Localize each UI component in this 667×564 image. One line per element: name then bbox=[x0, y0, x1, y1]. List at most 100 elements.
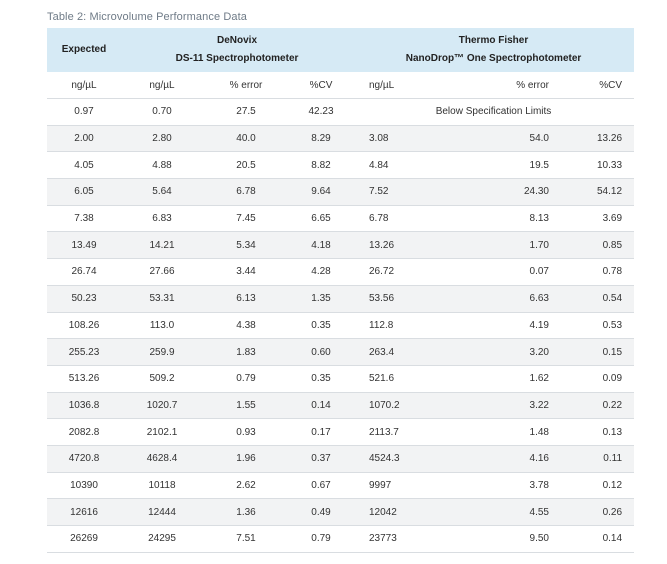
cell-thermo-cv: 0.22 bbox=[549, 392, 635, 420]
cell-thermo-ngul: 2113.7 bbox=[353, 418, 447, 446]
cell-thermo-error: 19.5 bbox=[447, 151, 549, 180]
table-row: 108.26 113.0 4.38 0.35 112.8 4.19 0.53 bbox=[47, 312, 635, 340]
table-row: 4720.8 4628.4 1.96 0.37 4524.3 4.16 0.11 bbox=[47, 445, 635, 473]
cell-expected: 255.23 bbox=[47, 338, 121, 366]
cell-thermo-error: 9.50 bbox=[447, 525, 549, 553]
cell-denovix-ngul: 509.2 bbox=[121, 365, 203, 393]
cell-thermo-error: 0.07 bbox=[447, 258, 549, 286]
cell-thermo-cv: 54.12 bbox=[549, 178, 635, 206]
cell-thermo-cv: 3.69 bbox=[549, 205, 635, 233]
table-row: 255.23 259.9 1.83 0.60 263.4 3.20 0.15 bbox=[47, 338, 635, 366]
cell-thermo-ngul: 13.26 bbox=[353, 231, 447, 260]
cell-thermo-error: 4.16 bbox=[447, 445, 549, 473]
cell-thermo-ngul: 23773 bbox=[353, 525, 447, 553]
cell-denovix-ngul: 1020.7 bbox=[121, 392, 203, 420]
cell-denovix-cv: 4.28 bbox=[289, 258, 353, 286]
cell-denovix-cv: 0.17 bbox=[289, 418, 353, 446]
cell-thermo-ngul: 4.84 bbox=[353, 151, 447, 180]
table-row: 2.00 2.80 40.0 8.29 3.08 54.0 13.26 bbox=[47, 125, 635, 153]
denovix-header: DeNovix DS-11 Spectrophotometer bbox=[121, 28, 353, 72]
cell-denovix-error: 1.55 bbox=[203, 392, 289, 420]
table-row: 6.05 5.64 6.78 9.64 7.52 24.30 54.12 bbox=[47, 178, 635, 206]
cell-expected: 26269 bbox=[47, 525, 121, 553]
cell-denovix-ngul: 113.0 bbox=[121, 312, 203, 340]
cell-thermo-ngul: 521.6 bbox=[353, 365, 447, 393]
table-row: 2082.8 2102.1 0.93 0.17 2113.7 1.48 0.13 bbox=[47, 418, 635, 446]
cell-thermo-cv: 0.11 bbox=[549, 445, 635, 473]
unit-thermo-cv: %CV bbox=[549, 72, 635, 99]
cell-denovix-ngul: 53.31 bbox=[121, 285, 203, 313]
table-row: 50.23 53.31 6.13 1.35 53.56 6.63 0.54 bbox=[47, 285, 635, 313]
cell-thermo-cv: 0.14 bbox=[549, 525, 635, 553]
cell-thermo-ngul: 6.78 bbox=[353, 205, 447, 233]
unit-denovix-error: % error bbox=[203, 72, 289, 99]
cell-denovix-error: 7.45 bbox=[203, 205, 289, 233]
cell-expected: 26.74 bbox=[47, 258, 121, 286]
cell-denovix-cv: 0.60 bbox=[289, 338, 353, 366]
cell-thermo-error: 3.78 bbox=[447, 472, 549, 500]
cell-thermo-ngul: 26.72 bbox=[353, 258, 447, 286]
table-row: 13.49 14.21 5.34 4.18 13.26 1.70 0.85 bbox=[47, 231, 635, 260]
cell-expected: 513.26 bbox=[47, 365, 121, 393]
denovix-brand: DeNovix bbox=[216, 35, 257, 46]
cell-denovix-cv: 0.14 bbox=[289, 392, 353, 420]
expected-header: Expected bbox=[47, 28, 121, 72]
thermo-model: NanoDrop™ One Spectrophotometer bbox=[405, 53, 582, 64]
cell-thermo-error: 4.19 bbox=[447, 312, 549, 340]
table-row: 12616 12444 1.36 0.49 12042 4.55 0.26 bbox=[47, 498, 635, 526]
cell-thermo-cv: 0.09 bbox=[549, 365, 635, 393]
cell-denovix-error: 27.5 bbox=[203, 98, 289, 126]
table-row: 10390 10118 2.62 0.67 9997 3.78 0.12 bbox=[47, 472, 635, 500]
cell-denovix-ngul: 27.66 bbox=[121, 258, 203, 286]
cell-denovix-ngul: 2102.1 bbox=[121, 418, 203, 446]
cell-denovix-error: 0.79 bbox=[203, 365, 289, 393]
cell-thermo-error: 1.62 bbox=[447, 365, 549, 393]
cell-denovix-error: 1.96 bbox=[203, 445, 289, 473]
cell-expected: 2.00 bbox=[47, 125, 121, 153]
cell-denovix-cv: 42.23 bbox=[289, 98, 353, 126]
cell-expected: 108.26 bbox=[47, 312, 121, 340]
cell-thermo-cv: 0.13 bbox=[549, 418, 635, 446]
cell-thermo-error: 3.20 bbox=[447, 338, 549, 366]
cell-denovix-ngul: 5.64 bbox=[121, 178, 203, 206]
cell-denovix-error: 4.38 bbox=[203, 312, 289, 340]
cell-denovix-error: 1.36 bbox=[203, 498, 289, 526]
cell-denovix-ngul: 259.9 bbox=[121, 338, 203, 366]
cell-thermo-ngul: 4524.3 bbox=[353, 445, 447, 473]
cell-denovix-ngul: 4628.4 bbox=[121, 445, 203, 473]
cell-thermo-ngul: 9997 bbox=[353, 472, 447, 500]
cell-denovix-cv: 0.79 bbox=[289, 525, 353, 553]
table-body: 0.97 0.70 27.5 42.23 Below Specification Lim… bbox=[47, 98, 635, 553]
cell-thermo-cv: 0.85 bbox=[549, 231, 635, 260]
cell-denovix-error: 5.34 bbox=[203, 231, 289, 260]
cell-thermo-ngul: 112.8 bbox=[353, 312, 447, 340]
cell-denovix-error: 0.93 bbox=[203, 418, 289, 446]
cell-thermo-error: 3.22 bbox=[447, 392, 549, 420]
cell-denovix-cv: 0.35 bbox=[289, 365, 353, 393]
units-row: ng/µL ng/µL % error %CV ng/µL % error %C… bbox=[47, 72, 635, 99]
below-spec-note: Below Specification Limits bbox=[353, 98, 635, 126]
cell-expected: 13.49 bbox=[47, 231, 121, 260]
cell-expected: 4.05 bbox=[47, 151, 121, 180]
cell-thermo-ngul: 1070.2 bbox=[353, 392, 447, 420]
cell-thermo-error: 1.48 bbox=[447, 418, 549, 446]
cell-denovix-cv: 1.35 bbox=[289, 285, 353, 313]
cell-denovix-ngul: 4.88 bbox=[121, 151, 203, 180]
cell-thermo-error: 8.13 bbox=[447, 205, 549, 233]
cell-denovix-cv: 0.37 bbox=[289, 445, 353, 473]
cell-thermo-cv: 0.26 bbox=[549, 498, 635, 526]
table-row: 26269 24295 7.51 0.79 23773 9.50 0.14 bbox=[47, 525, 635, 553]
cell-expected: 50.23 bbox=[47, 285, 121, 313]
cell-thermo-ngul: 53.56 bbox=[353, 285, 447, 313]
cell-expected: 7.38 bbox=[47, 205, 121, 233]
cell-denovix-ngul: 0.70 bbox=[121, 98, 203, 126]
thermo-brand: Thermo Fisher bbox=[458, 35, 529, 46]
cell-expected: 10390 bbox=[47, 472, 121, 500]
cell-expected: 6.05 bbox=[47, 178, 121, 206]
table-row: 0.97 0.70 27.5 42.23 Below Specification Lim… bbox=[47, 98, 635, 126]
cell-denovix-cv: 0.49 bbox=[289, 498, 353, 526]
denovix-model: DS-11 Spectrophotometer bbox=[175, 53, 299, 64]
cell-expected: 0.97 bbox=[47, 98, 121, 126]
cell-denovix-error: 1.83 bbox=[203, 338, 289, 366]
table-row: 26.74 27.66 3.44 4.28 26.72 0.07 0.78 bbox=[47, 258, 635, 286]
